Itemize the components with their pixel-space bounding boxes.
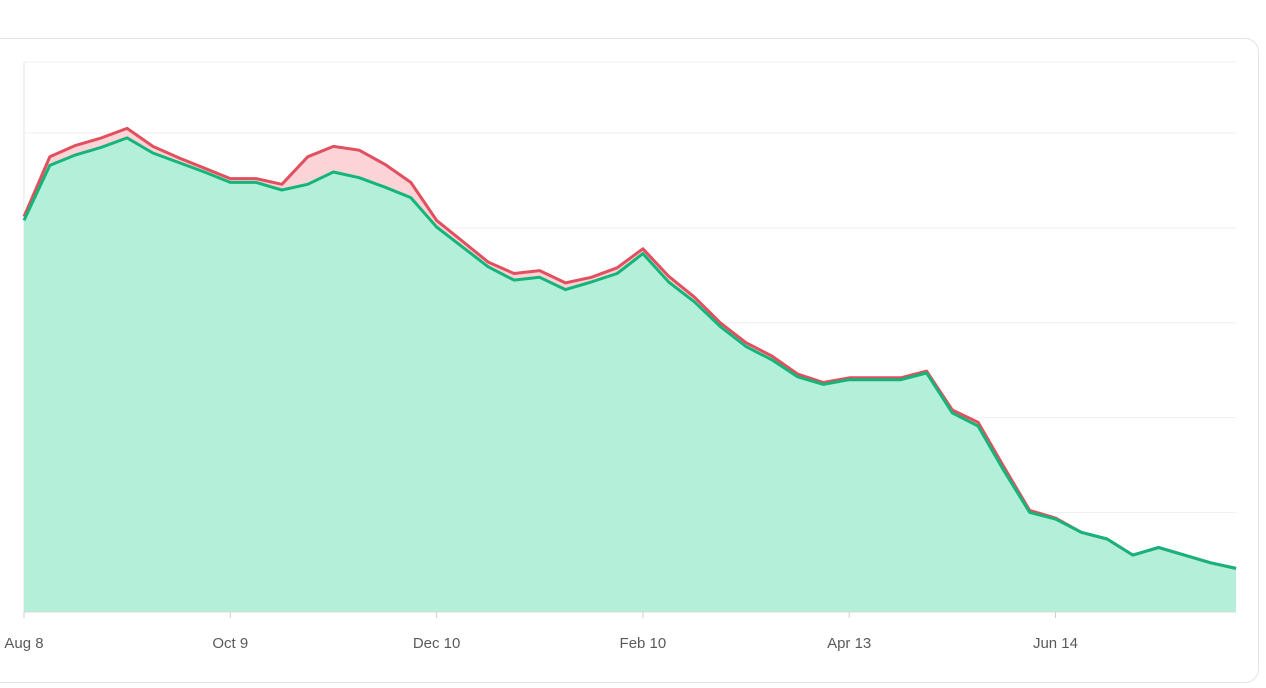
x-tick-label: Feb 10 <box>620 635 667 652</box>
x-tick-label: Jun 14 <box>1033 635 1078 652</box>
x-tick-label: Dec 10 <box>413 635 461 652</box>
x-tick-label: Aug 8 <box>4 635 43 652</box>
line <box>22 126 1237 570</box>
area <box>24 137 1236 612</box>
line <box>22 136 1237 570</box>
x-tick-label: Oct 9 <box>212 635 248 652</box>
x-tick-label: Apr 13 <box>827 635 871 652</box>
